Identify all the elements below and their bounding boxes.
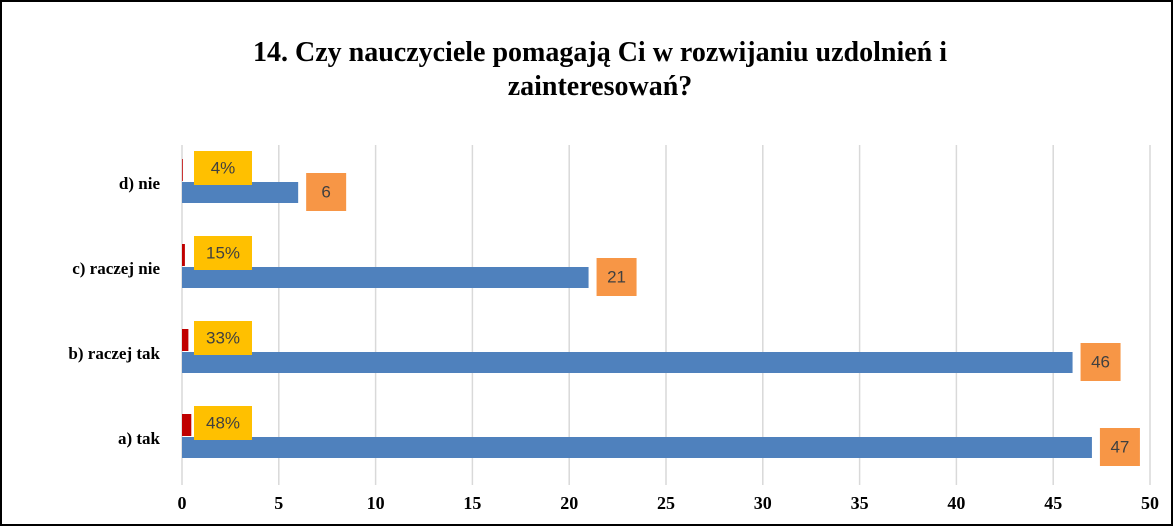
x-tick-label: 20 xyxy=(560,493,578,513)
value-label: 21 xyxy=(607,267,626,286)
x-tick-label: 45 xyxy=(1044,493,1062,513)
bar xyxy=(182,329,189,351)
bar xyxy=(182,267,589,288)
bar xyxy=(182,159,183,181)
value-label: 33% xyxy=(206,328,240,347)
value-label-box xyxy=(1080,343,1121,381)
x-tick-label: 35 xyxy=(851,493,869,513)
value-label-box xyxy=(306,173,347,211)
y-tick-label: d) nie xyxy=(119,174,161,193)
chart-title: 14. Czy nauczyciele pomagają Ci w rozwij… xyxy=(252,37,947,102)
x-tick-label: 0 xyxy=(178,493,187,513)
bar xyxy=(182,182,299,203)
x-tick-label: 50 xyxy=(1141,493,1159,513)
value-label: 47 xyxy=(1110,437,1129,456)
x-tick-label: 10 xyxy=(367,493,385,513)
value-label: 46 xyxy=(1091,352,1110,371)
x-tick-label: 30 xyxy=(754,493,772,513)
value-label-box xyxy=(1099,428,1140,466)
x-tick-label: 40 xyxy=(947,493,965,513)
value-label: 4% xyxy=(211,158,236,177)
value-label-box xyxy=(194,151,252,185)
value-label-box xyxy=(194,236,252,270)
value-label-box xyxy=(596,258,637,296)
x-tick-label: 15 xyxy=(463,493,481,513)
title-box: 14. Czy nauczyciele pomagają Ci w rozwij… xyxy=(252,37,947,102)
value-label-box xyxy=(194,406,252,440)
bar xyxy=(182,352,1073,373)
x-tick-label: 5 xyxy=(274,493,283,513)
bar xyxy=(182,244,185,266)
value-label: 48% xyxy=(206,413,240,432)
bar xyxy=(182,437,1092,458)
bar xyxy=(182,414,192,436)
y-tick-label: a) tak xyxy=(118,429,161,448)
value-label-box xyxy=(194,321,252,355)
y-tick-label: c) raczej nie xyxy=(72,259,160,278)
value-label: 6 xyxy=(321,182,330,201)
x-tick-label: 25 xyxy=(657,493,675,513)
y-tick-label: b) raczej tak xyxy=(68,344,160,363)
value-label: 15% xyxy=(206,243,240,262)
